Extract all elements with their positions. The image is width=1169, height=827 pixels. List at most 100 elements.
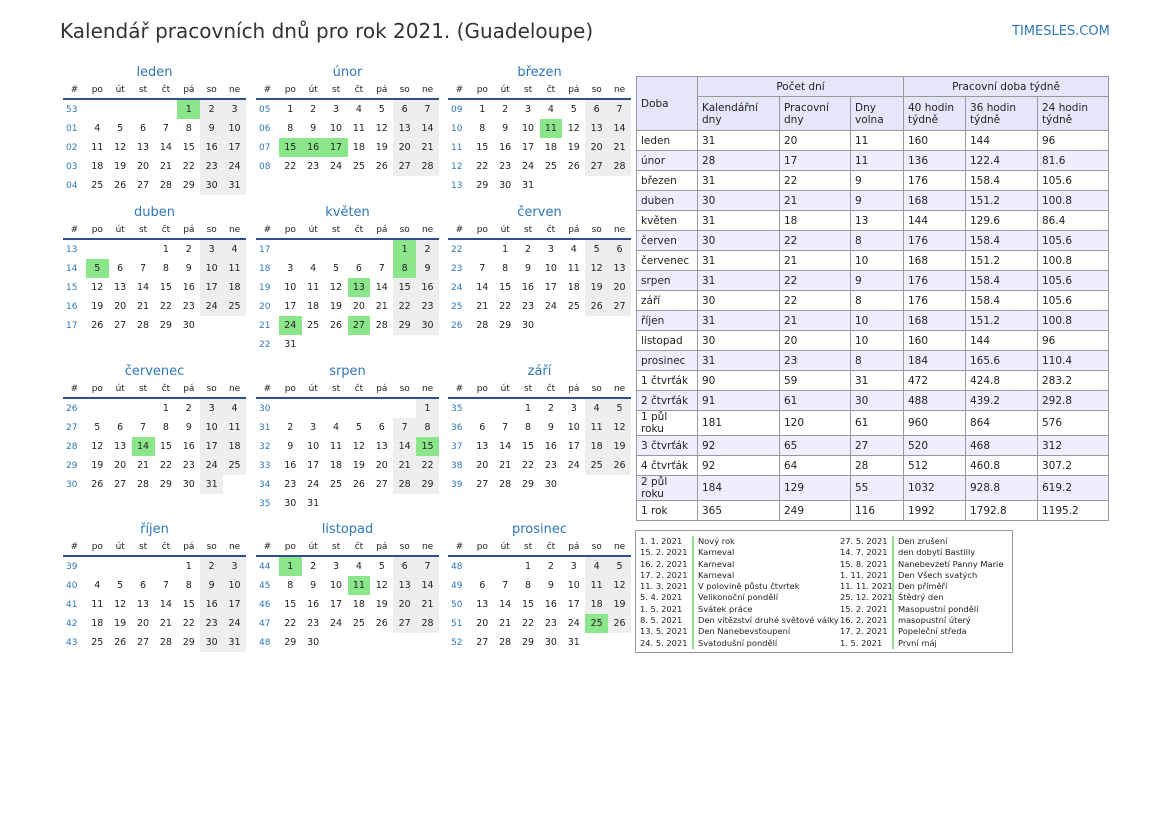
- day-cell: [325, 335, 348, 354]
- day-cell: 21: [159, 618, 172, 629]
- stats-value-cell: 158.4: [965, 290, 1038, 311]
- day-cell: 20: [137, 618, 150, 629]
- weekday-header: pá: [177, 81, 201, 100]
- day-cell: 6: [140, 580, 147, 591]
- day-cell: 4: [355, 104, 362, 115]
- week-row: 45 8 9 10 11 12 13 14: [256, 576, 439, 595]
- day-cell: 15: [284, 599, 297, 610]
- stats-period-cell: březen: [636, 170, 698, 191]
- week-row: 11 15 16 17 18 19 20 21: [448, 138, 631, 157]
- week-number: 41: [66, 599, 78, 610]
- stats-value-cell: 181: [697, 410, 780, 436]
- stats-value-cell: 365: [697, 500, 780, 521]
- day-cell: 19: [330, 301, 343, 312]
- day-cell: 23: [499, 161, 512, 172]
- month-calendar: září # po út st čt pá so ne 35 1 2 3 4 5 36 6 7 8 9 10 11 12 37…: [448, 363, 631, 494]
- weekend-day-cell: 28: [416, 614, 439, 633]
- stats-value-cell: 65: [779, 435, 851, 456]
- day-cell: 24: [330, 618, 343, 629]
- week-row: 27 5 6 7 8 9 10 11: [63, 418, 246, 437]
- day-cell: 28: [137, 479, 150, 490]
- week-number: 32: [259, 441, 271, 452]
- week-row: 31 2 3 4 5 6 7 8: [256, 418, 439, 437]
- day-cell: 21: [137, 460, 150, 471]
- week-number: 08: [259, 161, 271, 172]
- month-calendar: červen # po út st čt pá so ne 22 1 2 3 4 5 6 23 7 8 9 10 11 12…: [448, 204, 631, 335]
- holiday-name: Popeleční středa: [898, 626, 967, 637]
- weekday-header: čt: [539, 81, 563, 100]
- day-cell: [86, 99, 109, 119]
- day-cell: [370, 633, 393, 652]
- stats-value-cell: 9: [850, 190, 904, 211]
- weekend-day-cell: 17: [200, 437, 224, 456]
- day-cell: 1: [502, 244, 509, 255]
- week-row: 19 10 11 12 13 14 15 16: [256, 278, 439, 297]
- weekend-day-cell: 18: [223, 278, 246, 297]
- day-cell: 24: [522, 161, 535, 172]
- weekday-header: so: [200, 221, 224, 240]
- stats-value-cell: 105.6: [1037, 270, 1109, 291]
- day-cell: 5: [94, 422, 101, 433]
- site-link[interactable]: TIMESLES.COM: [1012, 24, 1110, 39]
- weekend-day-cell: 21: [393, 456, 417, 475]
- stats-period-cell: 4 čtvrťák: [636, 455, 698, 476]
- stats-value-cell: 864: [965, 410, 1038, 436]
- holiday-day-cell: 5: [85, 259, 109, 278]
- weekday-header: čt: [539, 538, 563, 557]
- weekend-day-cell: 30: [200, 176, 224, 195]
- holiday-date: 1. 5. 2021: [836, 637, 894, 649]
- stats-value-cell: 488: [903, 390, 966, 411]
- day-cell: 23: [307, 161, 320, 172]
- stats-value-cell: 31: [697, 250, 780, 271]
- stats-row: 1 rok 365 249 116 1992 1792.8 1195.2: [636, 500, 1109, 521]
- week-number: 34: [259, 479, 271, 490]
- day-cell: [132, 239, 155, 259]
- week-row: 33 16 17 18 19 20 21 22: [256, 456, 439, 475]
- page-title: Kalendář pracovních dnů pro rok 2021. (G…: [60, 19, 594, 43]
- day-cell: 2: [310, 561, 317, 572]
- weekend-day-cell: 2: [200, 556, 224, 576]
- weekday-header: ne: [608, 221, 631, 240]
- weekday-header: ne: [416, 81, 439, 100]
- stats-value-cell: 59: [779, 370, 851, 391]
- holiday-legend-item: 1. 1. 2021 Nový rok: [636, 536, 839, 548]
- month-name: červenec: [124, 364, 185, 379]
- day-cell: 20: [114, 301, 127, 312]
- day-cell: 16: [284, 460, 297, 471]
- week-row: 13 29 30 31: [448, 176, 631, 195]
- day-cell: [325, 398, 348, 418]
- day-cell: [86, 398, 109, 418]
- weekend-day-cell: 5: [608, 556, 631, 576]
- day-cell: [585, 475, 608, 494]
- day-cell: 8: [502, 263, 509, 274]
- holiday-legend-item: 24. 5. 2021 Svatodušní pondělí: [636, 637, 839, 649]
- stats-value-cell: 11: [850, 150, 904, 171]
- weekday-header: pá: [562, 380, 586, 399]
- month-calendar: prosinec # po út st čt pá so ne 48 1 2 3 4 5 49 6 7 8 9 10 11…: [448, 521, 631, 652]
- holiday-legend-item: 16. 2. 2021 masopustní úterý: [836, 615, 1003, 627]
- weekend-day-cell: 31: [223, 176, 246, 195]
- weekend-day-cell: 7: [393, 418, 417, 437]
- stats-value-cell: 61: [850, 410, 904, 436]
- day-cell: [585, 316, 608, 335]
- stats-value-cell: 151.2: [965, 310, 1038, 331]
- day-cell: 9: [502, 123, 509, 134]
- day-cell: 22: [284, 618, 297, 629]
- week-number: 35: [259, 498, 271, 509]
- week-number: 45: [259, 580, 271, 591]
- holiday-legend-item: 1. 11. 2021 Den Všech svatých: [836, 569, 1003, 582]
- holiday-day-cell: 15: [278, 138, 302, 157]
- month-table: # po út st čt pá so ne 09 1 2 3 4 5 6 7 10 8 9 10 11 12 13 14 11…: [448, 81, 631, 195]
- weekday-header: so: [200, 538, 224, 557]
- month-calendar: duben # po út st čt pá so ne 13 1 2 3 4 14 5 6 7 8 9 10 11 15 1…: [63, 204, 246, 335]
- day-cell: 1: [162, 403, 169, 414]
- week-number: 15: [66, 282, 78, 293]
- day-cell: 15: [159, 441, 172, 452]
- day-cell: 23: [307, 618, 320, 629]
- holiday-day-cell: 11: [347, 576, 371, 595]
- weekend-day-cell: 26: [585, 297, 609, 316]
- stats-row: únor 28 17 11 136 122.4 81.6: [636, 150, 1109, 171]
- stats-value-cell: 11: [850, 130, 904, 151]
- holiday-legend-item: 15. 2. 2021 Masopustní pondělí: [836, 603, 1003, 616]
- weekend-day-cell: 16: [200, 595, 224, 614]
